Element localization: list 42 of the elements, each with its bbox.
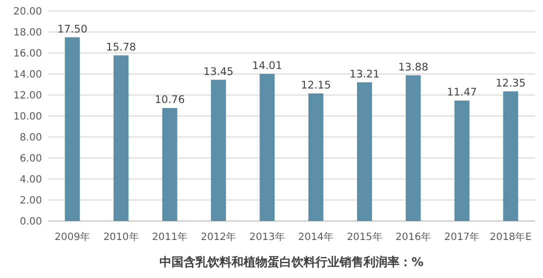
data-label: 13.45 — [203, 66, 234, 78]
y-tick-label: 0.00 — [20, 216, 42, 228]
x-tick-label: 2016年 — [396, 231, 431, 243]
y-tick-label: 16.00 — [13, 48, 42, 60]
bar — [503, 91, 518, 221]
bar — [406, 75, 421, 221]
x-tick-label: 2013年 — [249, 231, 285, 243]
y-tick-label: 6.00 — [20, 154, 42, 164]
x-tick-label: 2009年 — [54, 231, 90, 243]
bar — [308, 93, 324, 221]
data-label: 15.78 — [106, 41, 136, 54]
y-tick-label: 12.00 — [13, 90, 42, 102]
x-tick-label: 2014年 — [298, 231, 334, 243]
bar — [454, 100, 470, 221]
y-tick-label: 4.00 — [20, 174, 42, 186]
bar — [260, 74, 275, 221]
x-tick-label: 2010年 — [103, 231, 139, 243]
bar — [64, 37, 80, 221]
y-tick-label: 2.00 — [20, 196, 42, 206]
x-tick-label: 2017年 — [444, 231, 480, 243]
y-tick-label: 8.00 — [20, 132, 42, 144]
data-label: 13.88 — [398, 61, 428, 74]
bar — [210, 80, 226, 221]
y-tick-label: 10.00 — [13, 112, 42, 122]
bar — [357, 82, 372, 221]
x-tick-label: 2012年 — [200, 231, 236, 243]
x-axis-title: 中国含乳饮料和植物蛋白饮料行业销售利润率：% — [159, 255, 424, 269]
x-tick-label: 2018年E — [490, 231, 532, 243]
data-label: 10.76 — [154, 94, 186, 106]
y-tick-label: 18.00 — [13, 28, 42, 38]
data-label: 12.15 — [300, 79, 331, 92]
bar — [162, 108, 178, 221]
data-label: 11.47 — [446, 86, 477, 99]
y-tick-label: 14.00 — [13, 70, 42, 80]
x-tick-label: 2015年 — [346, 231, 382, 243]
bar — [114, 55, 129, 221]
x-tick-label: 2011年 — [152, 231, 188, 243]
data-label: 17.50 — [57, 23, 88, 36]
data-label: 14.01 — [252, 60, 282, 72]
data-label: 12.35 — [496, 77, 526, 90]
y-tick-label: 20.00 — [13, 6, 42, 18]
data-label: 13.21 — [350, 68, 380, 80]
